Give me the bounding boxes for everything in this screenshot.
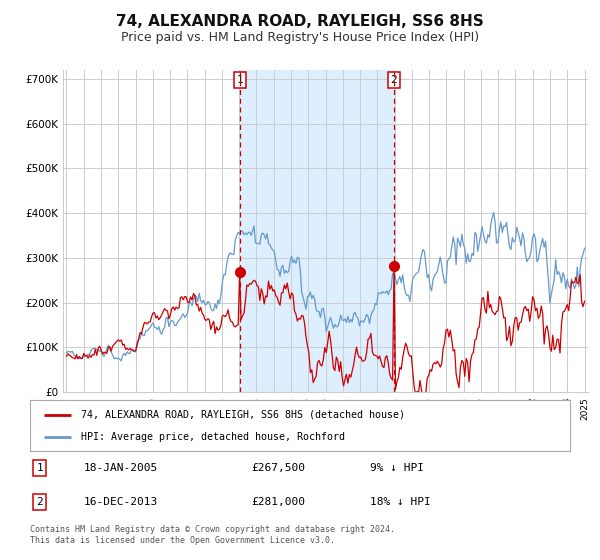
Text: 18-JAN-2005: 18-JAN-2005 [84,463,158,473]
Text: 9% ↓ HPI: 9% ↓ HPI [370,463,424,473]
Text: 2: 2 [391,75,397,85]
Text: 1: 1 [236,75,244,85]
Text: 18% ↓ HPI: 18% ↓ HPI [370,497,431,507]
Text: 1: 1 [37,463,43,473]
Text: 74, ALEXANDRA ROAD, RAYLEIGH, SS6 8HS: 74, ALEXANDRA ROAD, RAYLEIGH, SS6 8HS [116,14,484,29]
Text: Price paid vs. HM Land Registry's House Price Index (HPI): Price paid vs. HM Land Registry's House … [121,31,479,44]
Text: 74, ALEXANDRA ROAD, RAYLEIGH, SS6 8HS (detached house): 74, ALEXANDRA ROAD, RAYLEIGH, SS6 8HS (d… [82,409,406,419]
Bar [240,70,394,392]
Text: £281,000: £281,000 [251,497,305,507]
Text: HPI: Average price, detached house, Rochford: HPI: Average price, detached house, Roch… [82,432,346,442]
Text: 2: 2 [37,497,43,507]
Text: 16-DEC-2013: 16-DEC-2013 [84,497,158,507]
Text: £267,500: £267,500 [251,463,305,473]
Text: Contains HM Land Registry data © Crown copyright and database right 2024.
This d: Contains HM Land Registry data © Crown c… [30,525,395,545]
